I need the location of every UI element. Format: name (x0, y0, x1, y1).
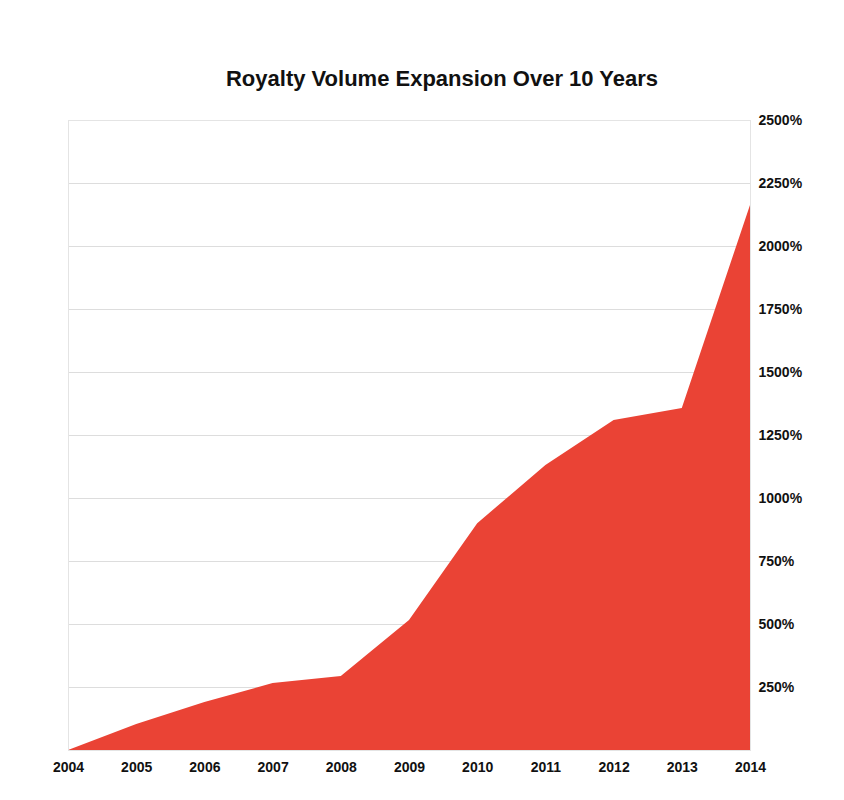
svg-text:2014: 2014 (735, 759, 766, 775)
svg-text:2010: 2010 (462, 759, 493, 775)
svg-text:2006: 2006 (189, 759, 220, 775)
svg-text:2500%: 2500% (759, 112, 803, 128)
svg-text:1500%: 1500% (759, 364, 803, 380)
svg-text:2013: 2013 (667, 759, 698, 775)
svg-text:2009: 2009 (394, 759, 425, 775)
svg-text:1000%: 1000% (759, 490, 803, 506)
svg-text:2250%: 2250% (759, 175, 803, 191)
svg-text:750%: 750% (759, 553, 795, 569)
svg-text:2000%: 2000% (759, 238, 803, 254)
svg-text:2007: 2007 (258, 759, 289, 775)
html-text:Royalty Volume Expansion Over: Royalty Volume Expansion Over 10 Years (226, 66, 658, 91)
svg-text:500%: 500% (759, 616, 795, 632)
svg-text:2004: 2004 (53, 759, 84, 775)
svg-text:2005: 2005 (121, 759, 152, 775)
svg-text:2011: 2011 (531, 759, 562, 775)
svg-text:2012: 2012 (599, 759, 630, 775)
svg-text:250%: 250% (759, 679, 795, 695)
svg-text:1750%: 1750% (759, 301, 803, 317)
svg-text:2008: 2008 (326, 759, 357, 775)
svg-text:1250%: 1250% (759, 427, 803, 443)
